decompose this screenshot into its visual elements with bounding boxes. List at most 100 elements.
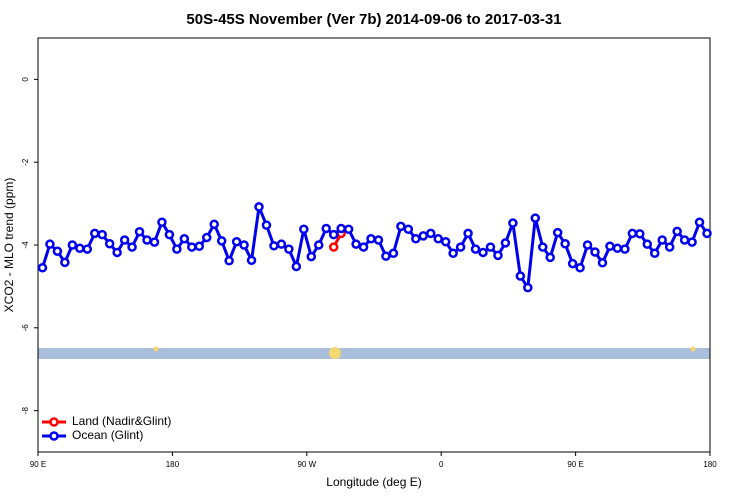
- chart-title: 50S-45S November (Ver 7b) 2014-09-06 to …: [186, 11, 561, 28]
- data-point: [560, 239, 570, 249]
- data-point: [605, 241, 615, 251]
- legend-label: Ocean (Glint): [72, 428, 143, 442]
- legend-marker: [49, 417, 59, 427]
- data-point: [627, 228, 638, 239]
- data-point: [239, 240, 249, 250]
- data-point: [60, 257, 70, 268]
- data-point: [37, 263, 48, 273]
- data-point: [179, 234, 190, 244]
- data-point: [508, 218, 518, 228]
- data-point: [134, 227, 145, 237]
- data-point: [702, 228, 712, 239]
- data-point: [45, 239, 55, 249]
- y-tick-label: -6: [21, 324, 30, 332]
- data-point: [187, 242, 197, 252]
- data-point: [388, 248, 399, 259]
- data-point: [52, 246, 63, 256]
- data-point: [343, 224, 354, 235]
- data-point: [291, 261, 302, 272]
- data-point: [582, 240, 593, 250]
- data-point: [313, 240, 324, 250]
- data-point: [418, 231, 429, 241]
- data-point: [523, 282, 533, 293]
- data-point: [328, 229, 339, 240]
- data-point: [672, 226, 682, 237]
- data-point: [545, 252, 555, 263]
- data-point: [224, 255, 234, 266]
- data-point: [254, 202, 264, 212]
- data-point: [373, 235, 384, 245]
- data-point: [231, 236, 242, 247]
- data-point: [104, 239, 115, 249]
- data-point: [694, 217, 705, 227]
- data-point: [679, 235, 690, 245]
- legend-marker: [49, 431, 59, 441]
- glint-dot: [690, 346, 696, 352]
- data-point: [620, 244, 630, 254]
- data-point: [463, 228, 473, 239]
- y-tick-label: -4: [21, 241, 30, 249]
- data-point: [448, 248, 458, 259]
- data-point: [470, 244, 481, 254]
- data-point: [328, 242, 339, 252]
- data-point: [209, 219, 219, 230]
- data-point: [284, 244, 294, 254]
- data-point: [687, 237, 697, 247]
- data-point: [172, 244, 182, 254]
- data-point: [164, 229, 175, 240]
- legend-label: Land (Nadir&Glint): [72, 414, 171, 428]
- data-point: [112, 247, 122, 258]
- data-point: [82, 244, 93, 254]
- data-point: [635, 229, 645, 239]
- y-tick-label: -2: [21, 158, 30, 166]
- data-point: [194, 241, 205, 251]
- data-point: [537, 242, 548, 252]
- data-point: [351, 239, 361, 249]
- data-point: [396, 221, 406, 232]
- data-point: [597, 258, 608, 268]
- data-point: [440, 236, 451, 247]
- data-point: [321, 223, 331, 234]
- glint-band: [38, 348, 710, 359]
- data-point: [142, 235, 152, 245]
- x-tick-label: 90 E: [567, 460, 583, 469]
- glint-dot: [329, 347, 341, 359]
- y-tick-label: 0: [21, 77, 30, 82]
- x-tick-label: 180: [166, 460, 180, 469]
- data-point: [493, 250, 503, 261]
- x-tick-label: 180: [703, 460, 717, 469]
- data-point: [97, 229, 107, 240]
- x-axis-label: Longitude (deg E): [326, 475, 421, 489]
- data-point: [403, 224, 414, 235]
- data-point: [575, 263, 585, 273]
- data-point: [381, 251, 391, 261]
- data-point: [299, 224, 309, 235]
- data-point: [485, 242, 496, 252]
- data-point: [530, 213, 541, 223]
- x-tick-label: 0: [439, 460, 444, 469]
- data-point: [358, 242, 369, 252]
- data-point: [201, 232, 212, 243]
- data-point: [552, 227, 563, 238]
- data-point: [433, 234, 443, 244]
- data-point: [425, 228, 436, 239]
- glint-dot: [153, 346, 159, 352]
- data-point: [336, 223, 346, 234]
- data-point: [269, 241, 279, 251]
- data-point: [649, 248, 660, 259]
- data-point: [366, 234, 376, 244]
- data-point: [75, 243, 85, 254]
- data-point: [216, 236, 227, 246]
- data-point: [515, 271, 526, 281]
- data-point: [67, 240, 78, 250]
- data-point: [612, 243, 623, 254]
- data-point: [664, 242, 675, 252]
- data-point: [455, 242, 466, 252]
- data-point: [590, 247, 600, 257]
- data-point: [500, 238, 511, 248]
- data-point: [149, 237, 160, 247]
- data-point: [478, 247, 488, 258]
- data-point: [657, 235, 667, 245]
- x-tick-label: 90 W: [297, 460, 316, 469]
